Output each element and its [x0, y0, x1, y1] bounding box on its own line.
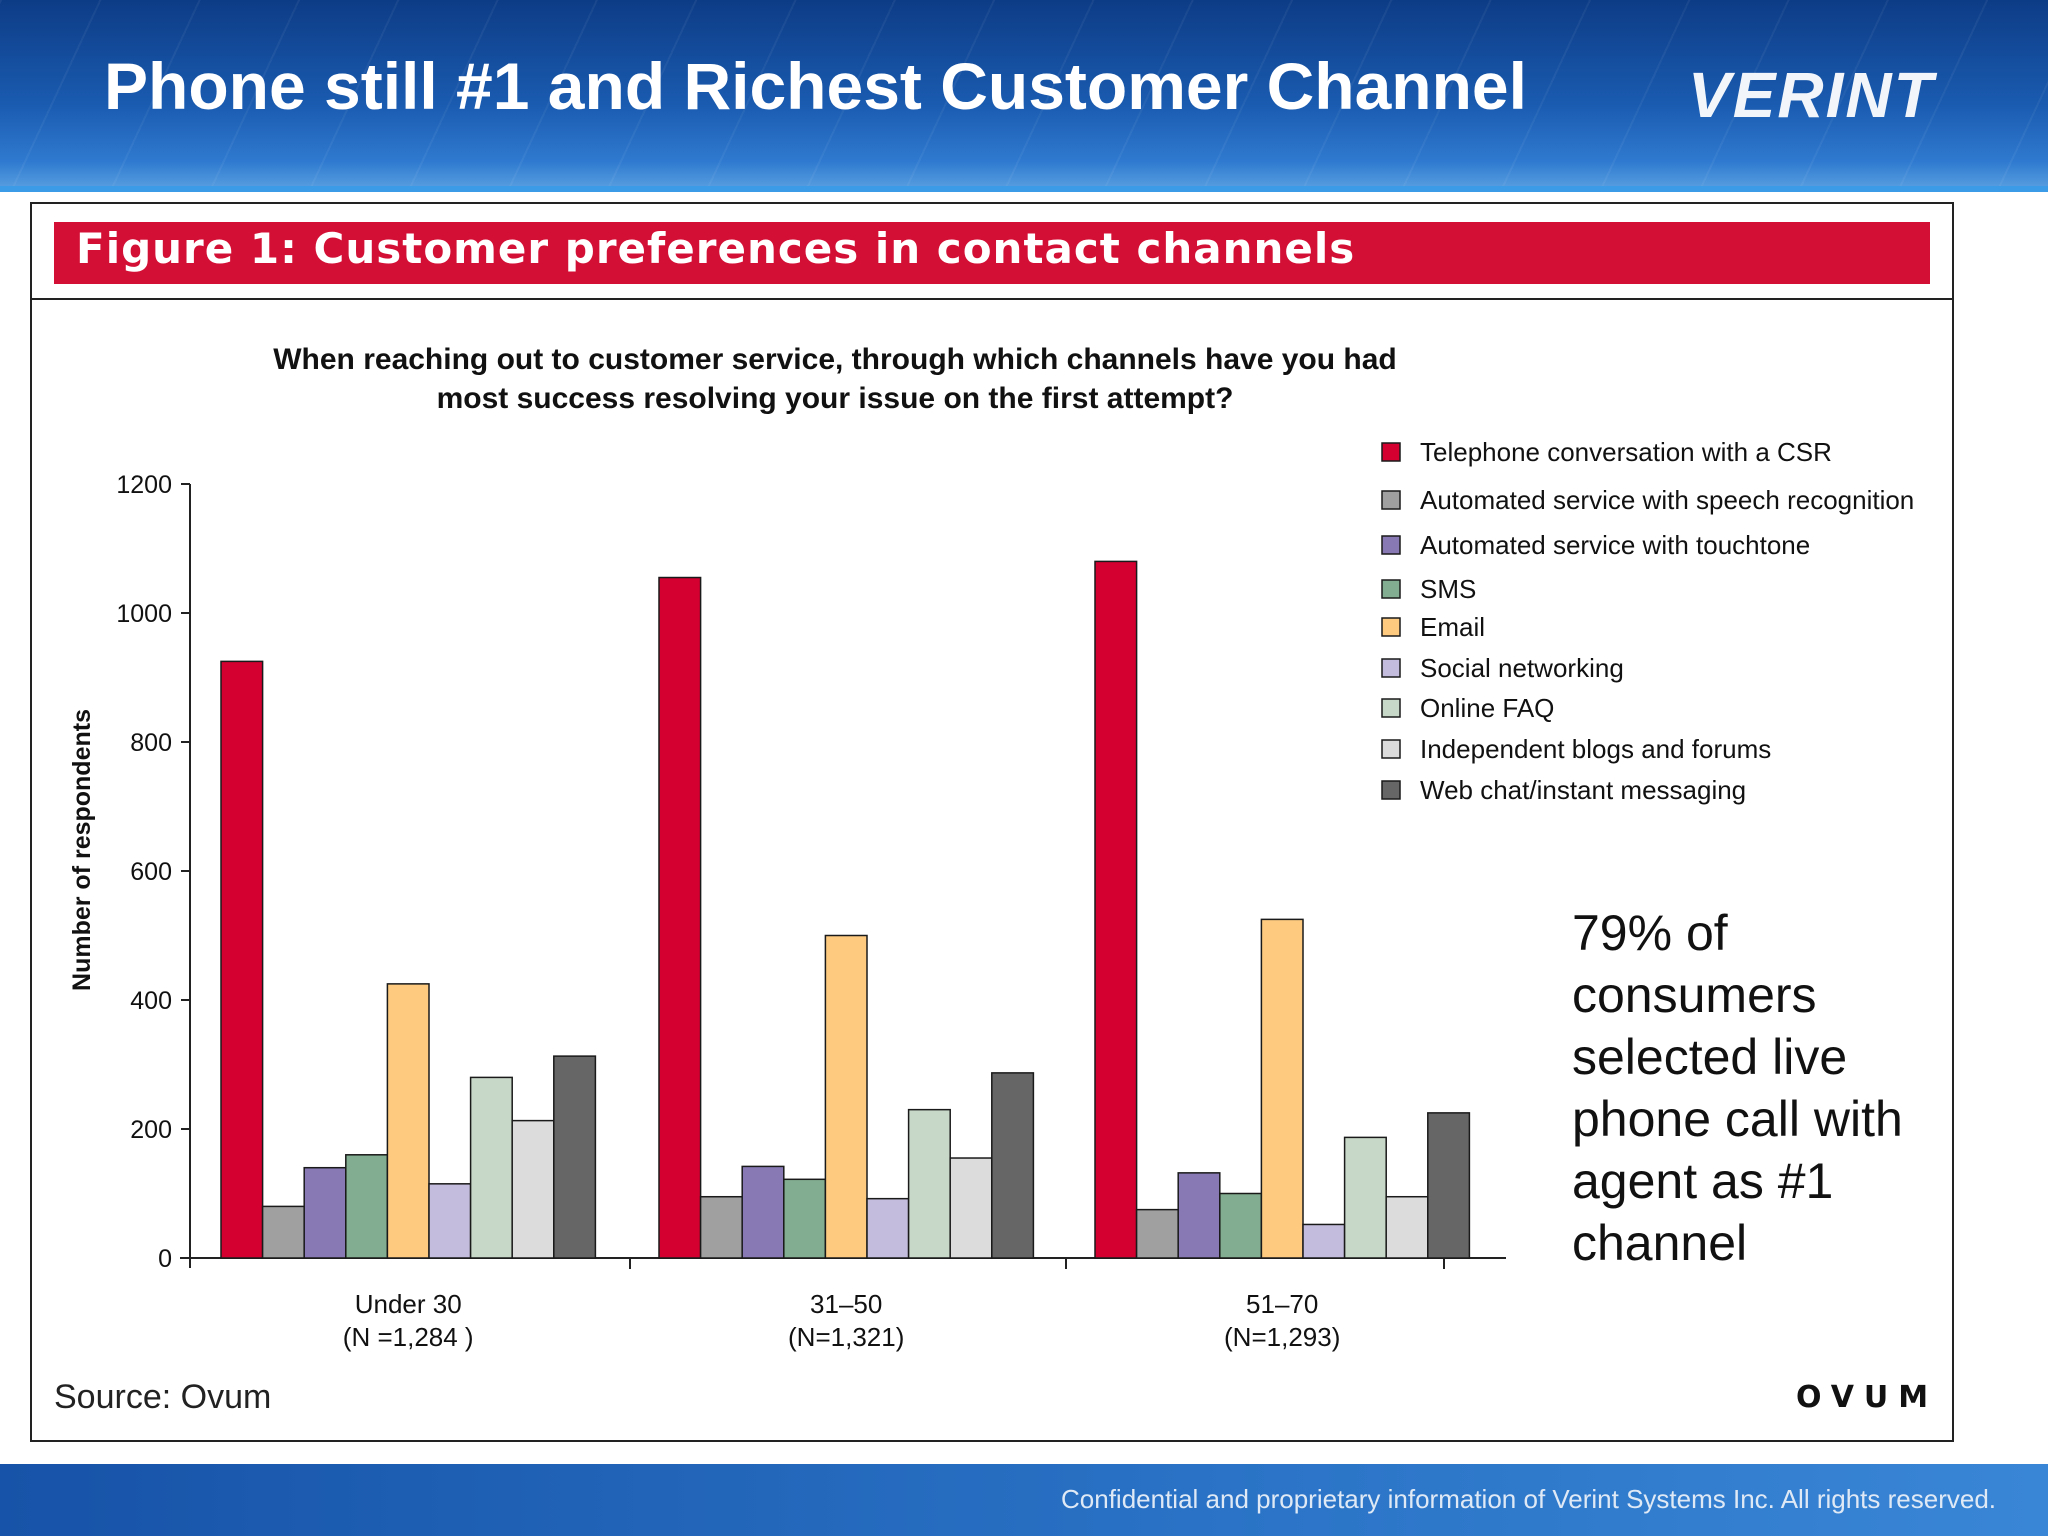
legend-label: Online FAQ — [1420, 693, 1554, 723]
bar-email — [824, 934, 868, 1259]
legend-swatch — [1381, 658, 1401, 678]
legend-label: SMS — [1420, 574, 1476, 604]
bar-telephone-conversation-with-a-csr — [1094, 560, 1138, 1259]
bar-social-networking — [1302, 1223, 1346, 1259]
bar-sms — [345, 1154, 389, 1259]
slide-footer: Confidential and proprietary information… — [0, 1464, 2048, 1536]
legend-swatch — [1381, 490, 1401, 510]
verint-logo: VERINT — [1688, 59, 1935, 131]
y-tick-label: 800 — [130, 729, 172, 757]
bar-telephone-conversation-with-a-csr — [658, 576, 702, 1259]
figure-title-banner: Figure 1: Customer preferences in contac… — [54, 222, 1930, 284]
bar-web-chat-instant-messaging — [553, 1055, 597, 1259]
y-tick-label: 200 — [130, 1116, 172, 1144]
bar-independent-blogs-and-forums — [511, 1119, 555, 1259]
figure-divider — [32, 298, 1952, 300]
bar-automated-service-with-touchtone — [1177, 1172, 1221, 1259]
legend-label: Web chat/instant messaging — [1420, 775, 1746, 805]
legend-swatch — [1381, 698, 1401, 718]
x-category-label: 51–70 — [1246, 1289, 1318, 1319]
bar-online-faq — [907, 1108, 951, 1259]
y-tick-label: 0 — [158, 1245, 172, 1273]
legend-swatch — [1381, 442, 1401, 462]
y-tick-label: 600 — [130, 858, 172, 886]
bar-web-chat-instant-messaging — [991, 1072, 1035, 1259]
legend-swatch — [1381, 780, 1401, 800]
bar-online-faq — [1343, 1136, 1387, 1259]
bar-automated-service-with-touchtone — [303, 1166, 347, 1259]
ovum-logo: OVUM — [1796, 1380, 1939, 1415]
bar-sms — [783, 1178, 827, 1259]
bar-email — [1260, 918, 1304, 1259]
bar-automated-service-with-speech-recognition — [261, 1205, 305, 1259]
x-category-label: Under 30 — [355, 1289, 462, 1319]
source-note: Source: Ovum — [54, 1378, 272, 1416]
bar-automated-service-with-speech-recognition — [1135, 1208, 1179, 1259]
bar-automated-service-with-speech-recognition — [699, 1195, 743, 1259]
bar-online-faq — [469, 1076, 513, 1259]
legend-swatch — [1381, 535, 1401, 555]
legend-label: Automated service with speech recognitio… — [1420, 485, 1914, 515]
chart-question-line: When reaching out to customer service, t… — [273, 343, 1397, 376]
legend-swatch — [1381, 617, 1401, 637]
bar-social-networking — [866, 1197, 910, 1259]
legend-label: Telephone conversation with a CSR — [1420, 437, 1832, 467]
bar-email — [386, 983, 430, 1259]
slide-header: Phone still #1 and Richest Customer Chan… — [0, 0, 2048, 190]
header-accent-line — [0, 186, 2048, 192]
footer-text: Confidential and proprietary information… — [1061, 1484, 1996, 1514]
x-category-label: (N=1,321) — [788, 1322, 904, 1352]
x-category-label: (N=1,293) — [1224, 1322, 1340, 1352]
bar-independent-blogs-and-forums — [949, 1157, 993, 1259]
bar-social-networking — [428, 1183, 472, 1259]
legend-label: Social networking — [1420, 653, 1624, 683]
slide-title: Phone still #1 and Richest Customer Chan… — [104, 49, 1527, 123]
chart-question-line: most success resolving your issue on the… — [437, 382, 1234, 415]
legend-label: Automated service with touchtone — [1420, 530, 1810, 560]
bar-web-chat-instant-messaging — [1427, 1112, 1471, 1259]
bar-independent-blogs-and-forums — [1385, 1195, 1429, 1259]
bar-automated-service-with-touchtone — [741, 1165, 785, 1259]
x-category-label: 31–50 — [810, 1289, 882, 1319]
legend-swatch — [1381, 579, 1401, 599]
bar-telephone-conversation-with-a-csr — [220, 660, 264, 1259]
y-tick-label: 400 — [130, 987, 172, 1015]
bar-sms — [1219, 1192, 1263, 1259]
x-category-label: (N =1,284 ) — [343, 1322, 474, 1352]
legend-label: Independent blogs and forums — [1420, 734, 1771, 764]
y-tick-label: 1200 — [116, 471, 172, 499]
y-tick-label: 1000 — [116, 600, 172, 628]
figure-title: Figure 1: Customer preferences in contac… — [76, 224, 1356, 273]
legend-swatch — [1381, 739, 1401, 759]
callout-text: 79% of consumers selected live phone cal… — [1572, 905, 1903, 1271]
legend-label: Email — [1420, 612, 1485, 642]
y-axis-label: Number of respondents — [68, 709, 96, 991]
